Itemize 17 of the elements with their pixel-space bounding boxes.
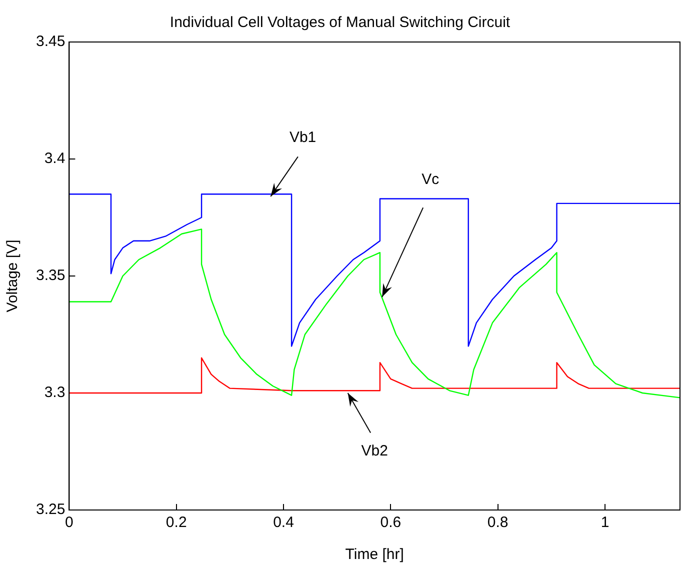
annotation: Vb1 <box>289 129 316 146</box>
y-tick-label: 3.3 <box>44 384 66 402</box>
x-tick-label: 0.8 <box>487 514 508 532</box>
annotation: Vc <box>422 171 440 188</box>
y-tick-label: 3.35 <box>36 267 66 284</box>
x-tick-label: 0.4 <box>273 514 294 532</box>
y-tick-label: 3.25 <box>36 501 66 518</box>
x-tick-label: 0.2 <box>166 514 187 532</box>
y-tick-label: 3.45 <box>36 33 66 50</box>
y-tick-label: 3.4 <box>44 150 66 168</box>
x-tick-label: 1 <box>600 514 610 532</box>
x-tick-label: 0.6 <box>380 514 402 532</box>
y-axis-title: Voltage [V] <box>4 240 22 312</box>
annotation: Vb2 <box>361 442 388 460</box>
chart-title: Individual Cell Voltages of Manual Switching Circuit <box>170 14 511 32</box>
x-axis-title: Time [hr] <box>345 546 404 564</box>
x-tick-label: 0 <box>65 514 74 532</box>
